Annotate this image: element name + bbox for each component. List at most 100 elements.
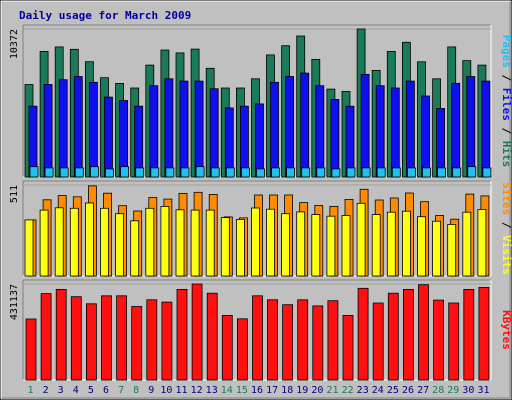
- bar-files-day-24: [375, 85, 385, 178]
- legend-pages: Pages: [500, 35, 512, 68]
- bar-kbytes-day-7: [116, 295, 127, 381]
- bar-files-day-29: [451, 82, 461, 178]
- bar-visits-day-14: [220, 217, 230, 277]
- bar-visits-day-31: [477, 208, 487, 277]
- bar-files-day-9: [149, 85, 159, 178]
- bar-kbytes-day-13: [206, 292, 218, 381]
- bar-pages-day-8: [135, 167, 145, 178]
- x-tick-label-12: 12: [191, 385, 203, 396]
- bar-files-day-18: [285, 76, 295, 178]
- bar-kbytes-day-31: [478, 286, 490, 381]
- bar-kbytes-day-16: [252, 295, 263, 381]
- x-tick-label-9: 9: [148, 385, 154, 396]
- bar-visits-day-17: [266, 208, 275, 277]
- bar-pages-day-13: [210, 167, 220, 178]
- legend: Sites / Visits: [500, 182, 512, 275]
- bar-files-day-20: [315, 85, 325, 178]
- bar-kbytes-day-22: [342, 314, 354, 381]
- bar-pages-day-15: [240, 167, 250, 178]
- bar-pages-day-10: [165, 167, 175, 178]
- x-tick-label-25: 25: [387, 385, 399, 396]
- x-tick-label-18: 18: [281, 385, 293, 396]
- bar-visits-day-10: [160, 206, 170, 277]
- x-tick-label-21: 21: [326, 385, 338, 396]
- bar-kbytes-day-23: [357, 287, 369, 381]
- bar-pages-day-5: [90, 166, 99, 178]
- bar-files-day-13: [209, 88, 219, 178]
- legend-separator: /: [500, 68, 512, 88]
- x-tick-label-4: 4: [73, 385, 79, 396]
- bar-visits-day-20: [311, 214, 321, 277]
- bar-kbytes-day-14: [221, 314, 233, 381]
- bar-files-day-14: [224, 107, 234, 178]
- y-max-label: 10372: [9, 29, 20, 59]
- y-max-label: 511: [9, 185, 20, 203]
- bar-kbytes-day-19: [297, 299, 309, 381]
- bar-pages-day-21: [331, 168, 341, 178]
- bar-kbytes-day-12: [191, 283, 203, 381]
- bar-pages-day-23: [361, 167, 371, 178]
- bar-visits-day-18: [281, 213, 291, 277]
- bar-visits-day-26: [401, 210, 411, 277]
- bar-pages-day-2: [44, 167, 54, 178]
- x-tick-label-8: 8: [133, 385, 139, 396]
- bar-files-day-16: [255, 103, 264, 178]
- bar-pages-day-28: [437, 167, 447, 178]
- bar-visits-day-13: [205, 209, 215, 277]
- bar-kbytes-day-29: [448, 302, 460, 381]
- bar-kbytes-day-21: [327, 300, 339, 381]
- bar-kbytes-day-3: [55, 288, 67, 381]
- x-tick-label-19: 19: [296, 385, 308, 396]
- x-tick-label-24: 24: [372, 385, 384, 396]
- bar-visits-day-1: [24, 219, 34, 277]
- bar-pages-day-22: [346, 167, 356, 178]
- bar-visits-day-2: [39, 209, 49, 277]
- bar-kbytes-day-27: [418, 284, 429, 381]
- bar-visits-day-19: [296, 211, 306, 277]
- bar-files-day-5: [89, 81, 98, 178]
- bar-kbytes-day-4: [70, 296, 82, 381]
- x-tick-label-11: 11: [175, 385, 187, 396]
- bar-visits-day-23: [356, 202, 366, 277]
- bar-pages-day-17: [271, 167, 280, 178]
- bar-visits-day-25: [386, 211, 396, 277]
- x-tick-label-5: 5: [88, 385, 94, 396]
- bar-files-day-30: [466, 76, 476, 178]
- bar-pages-day-18: [286, 167, 296, 178]
- x-tick-label-3: 3: [58, 385, 64, 396]
- series-pages: [29, 166, 492, 178]
- bar-kbytes-day-6: [101, 295, 112, 381]
- bar-kbytes-day-26: [402, 288, 414, 381]
- bar-visits-day-30: [462, 211, 472, 277]
- x-tick-label-22: 22: [342, 385, 354, 396]
- series-files: [28, 72, 491, 178]
- bar-visits-day-21: [326, 215, 336, 277]
- bar-visits-day-8: [130, 220, 140, 277]
- x-tick-label-16: 16: [251, 385, 263, 396]
- bar-pages-day-14: [225, 167, 235, 178]
- bar-files-day-2: [43, 84, 53, 178]
- bar-kbytes-day-28: [433, 299, 445, 381]
- bar-kbytes-day-2: [40, 293, 52, 381]
- x-tick-label-23: 23: [357, 385, 369, 396]
- bar-visits-day-24: [371, 214, 381, 277]
- bar-pages-day-7: [120, 166, 129, 178]
- legend-hits: Hits: [500, 141, 512, 168]
- bar-pages-day-26: [406, 167, 416, 178]
- x-tick-label-31: 31: [477, 385, 489, 396]
- bar-visits-day-5: [85, 202, 94, 277]
- bar-visits-day-3: [54, 207, 64, 277]
- legend-files: Files: [500, 88, 512, 121]
- bar-files-day-28: [436, 108, 446, 178]
- bar-kbytes-day-20: [312, 305, 324, 381]
- bar-visits-day-12: [190, 209, 200, 277]
- bar-visits-day-7: [115, 213, 124, 277]
- bar-files-day-10: [164, 78, 174, 178]
- bar-pages-day-4: [74, 167, 84, 178]
- x-tick-label-17: 17: [266, 385, 278, 396]
- bar-files-day-4: [73, 76, 83, 178]
- bar-files-day-8: [134, 105, 144, 178]
- bar-kbytes-day-8: [131, 306, 143, 381]
